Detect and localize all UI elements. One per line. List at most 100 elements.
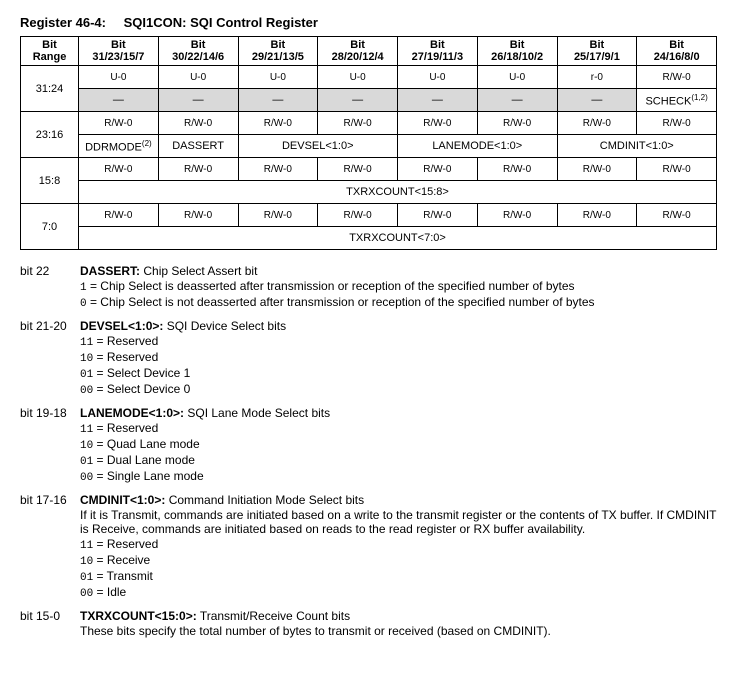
- bit-value-code: 11: [80, 540, 93, 552]
- bit-attr-cell: R/W-0: [158, 112, 238, 135]
- bit-description: bit 21-20DEVSEL<1:0>: SQI Device Select …: [20, 319, 717, 398]
- bit-attr-cell: R/W-0: [79, 158, 159, 181]
- bit-value-text: = Single Lane mode: [93, 469, 203, 483]
- bit-value-code: 11: [80, 337, 93, 349]
- bit-description-body: CMDINIT<1:0>: Command Initiation Mode Se…: [80, 493, 717, 601]
- bit-attr-cell: R/W-0: [637, 204, 717, 227]
- bit-value-code: 01: [80, 456, 93, 468]
- header-bit-col: Bit28/20/12/4: [318, 37, 398, 66]
- bit-attr-cell: U-0: [398, 66, 478, 89]
- bit-value-code: 0: [80, 298, 87, 310]
- bit-description-body: TXRXCOUNT<15:0>: Transmit/Receive Count …: [80, 609, 717, 639]
- bit-name-cell: TXRXCOUNT<7:0>: [79, 227, 717, 250]
- bit-attr-cell: R/W-0: [158, 158, 238, 181]
- bit-attr-cell: U-0: [158, 66, 238, 89]
- bit-description-body: DASSERT: Chip Select Assert bit 1 = Chip …: [80, 264, 717, 311]
- bit-attr-cell: R/W-0: [79, 204, 159, 227]
- bit-name-cell: —: [398, 89, 478, 112]
- bit-name-cell: —: [557, 89, 637, 112]
- bit-description-body: DEVSEL<1:0>: SQI Device Select bits 11 = …: [80, 319, 717, 398]
- bit-attr-cell: R/W-0: [477, 112, 557, 135]
- bit-value-text: = Dual Lane mode: [93, 453, 195, 467]
- header-bit-col: Bit30/22/14/6: [158, 37, 238, 66]
- bit-description-name: DASSERT:: [80, 264, 140, 278]
- register-title-name: SQI1CON: SQI Control Register: [124, 15, 318, 30]
- bit-attr-cell: U-0: [238, 66, 318, 89]
- bit-description-name: LANEMODE<1:0>:: [80, 406, 184, 420]
- bit-value-text: = Quad Lane mode: [93, 437, 199, 451]
- bit-attr-cell: R/W-0: [318, 112, 398, 135]
- bit-value-code: 00: [80, 385, 93, 397]
- bit-description-rest: Transmit/Receive Count bits: [197, 609, 350, 623]
- header-bit-range: BitRange: [21, 37, 79, 66]
- bit-description-value: 00 = Idle: [80, 585, 717, 600]
- bit-description-value: 11 = Reserved: [80, 421, 717, 436]
- bit-value-code: 10: [80, 353, 93, 365]
- bit-name-cell: —: [238, 89, 318, 112]
- bit-name-cell: SCHECK(1,2): [637, 89, 717, 112]
- bit-description-value: 01 = Transmit: [80, 569, 717, 584]
- bit-name-cell: DASSERT: [158, 135, 238, 158]
- bit-value-text: = Reserved: [93, 421, 158, 435]
- bit-description: bit 17-16CMDINIT<1:0>: Command Initiatio…: [20, 493, 717, 601]
- bit-range-cell: 31:24: [21, 66, 79, 112]
- bit-description-title: CMDINIT<1:0>: Command Initiation Mode Se…: [80, 493, 717, 507]
- bit-description-label: bit 22: [20, 264, 80, 311]
- bit-attr-cell: R/W-0: [557, 112, 637, 135]
- bit-value-text: = Reserved: [93, 334, 158, 348]
- bit-value-text: = Chip Select is not deasserted after tr…: [87, 295, 595, 309]
- bit-name-cell: —: [158, 89, 238, 112]
- bit-description-rest: SQI Lane Mode Select bits: [184, 406, 330, 420]
- bit-description-title: DEVSEL<1:0>: SQI Device Select bits: [80, 319, 717, 333]
- bit-attr-cell: R/W-0: [79, 112, 159, 135]
- bit-description-value: 10 = Quad Lane mode: [80, 437, 717, 452]
- bit-value-code: 00: [80, 472, 93, 484]
- bit-value-text: = Select Device 1: [93, 366, 190, 380]
- bit-description: bit 22DASSERT: Chip Select Assert bit 1 =…: [20, 264, 717, 311]
- bit-attr-cell: R/W-0: [557, 204, 637, 227]
- table-header: BitRangeBit31/23/15/7Bit30/22/14/6Bit29/…: [21, 37, 717, 66]
- bit-value-code: 01: [80, 369, 93, 381]
- bit-description: bit 19-18LANEMODE<1:0>: SQI Lane Mode Se…: [20, 406, 717, 485]
- bit-description-title: TXRXCOUNT<15:0>: Transmit/Receive Count …: [80, 609, 717, 623]
- bit-attr-cell: R/W-0: [637, 158, 717, 181]
- bit-name-cell: CMDINIT<1:0>: [557, 135, 717, 158]
- bit-description-value: 10 = Receive: [80, 553, 717, 568]
- bit-description-rest: SQI Device Select bits: [163, 319, 286, 333]
- bit-attr-cell: R/W-0: [557, 158, 637, 181]
- bit-value-code: 1: [80, 282, 87, 294]
- bit-range-cell: 7:0: [21, 204, 79, 250]
- bit-range-cell: 15:8: [21, 158, 79, 204]
- bit-description-value: 01 = Dual Lane mode: [80, 453, 717, 468]
- bit-description-rest: Chip Select Assert bit: [140, 264, 257, 278]
- bit-attr-cell: R/W-0: [318, 158, 398, 181]
- bit-attr-cell: R/W-0: [477, 158, 557, 181]
- bit-description-text: If it is Transmit, commands are initiate…: [80, 508, 717, 536]
- bit-value-code: 10: [80, 556, 93, 568]
- register-title-prefix: Register 46-4:: [20, 15, 106, 30]
- bit-attr-cell: U-0: [318, 66, 398, 89]
- bit-value-text: = Reserved: [93, 537, 158, 551]
- bit-description-rest: Command Initiation Mode Select bits: [165, 493, 364, 507]
- bit-value-code: 01: [80, 572, 93, 584]
- bit-name-cell: DDRMODE(2): [79, 135, 159, 158]
- bit-description-value: 00 = Single Lane mode: [80, 469, 717, 484]
- bit-attr-cell: R/W-0: [398, 158, 478, 181]
- bit-descriptions: bit 22DASSERT: Chip Select Assert bit 1 =…: [20, 264, 717, 639]
- bit-name-cell: —: [79, 89, 159, 112]
- bit-value-text: = Transmit: [93, 569, 153, 583]
- bit-description-text: These bits specify the total number of b…: [80, 624, 717, 638]
- bit-name-cell: LANEMODE<1:0>: [398, 135, 558, 158]
- bit-attr-cell: R/W-0: [398, 204, 478, 227]
- bit-value-code: 10: [80, 440, 93, 452]
- bit-value-code: 00: [80, 588, 93, 600]
- bit-value-text: = Idle: [93, 585, 126, 599]
- bit-description-value: 11 = Reserved: [80, 537, 717, 552]
- bit-description-title: LANEMODE<1:0>: SQI Lane Mode Select bits: [80, 406, 717, 420]
- register-title: Register 46-4: SQI1CON: SQI Control Regi…: [20, 15, 717, 30]
- header-bit-col: Bit31/23/15/7: [79, 37, 159, 66]
- bit-attr-cell: R/W-0: [477, 204, 557, 227]
- bit-description-label: bit 15-0: [20, 609, 80, 639]
- header-bit-col: Bit26/18/10/2: [477, 37, 557, 66]
- bit-attr-cell: U-0: [79, 66, 159, 89]
